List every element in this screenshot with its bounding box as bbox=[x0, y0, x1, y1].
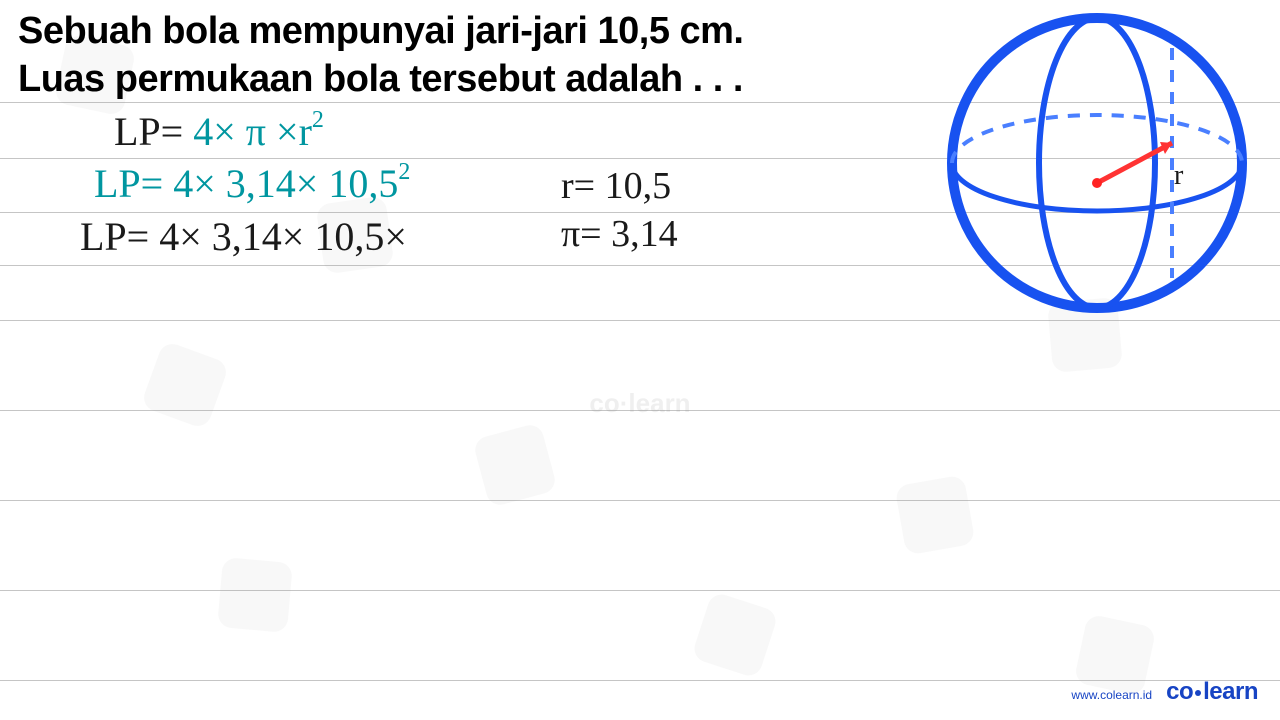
radius-label: r bbox=[1174, 160, 1184, 191]
work-l2: LP= 4× 3,14× 10,5 bbox=[94, 161, 398, 206]
work-line-2: LP= 4× 3,14× 10,52 bbox=[94, 160, 410, 207]
footer-url: www.colearn.id bbox=[1071, 688, 1152, 702]
center-watermark: co·learn bbox=[589, 388, 690, 419]
work-l1-sup: 2 bbox=[312, 107, 324, 133]
sphere-diagram: r bbox=[942, 8, 1252, 318]
given-pi: π= 3,14 bbox=[561, 212, 678, 256]
title-line-1: Sebuah bola mempunyai jari-jari 10,5 cm. bbox=[18, 8, 744, 56]
work-l1-lhs: LP= bbox=[114, 109, 183, 154]
title-line-2: Luas permukaan bola tersebut adalah . . … bbox=[18, 56, 744, 104]
work-line-3: LP= 4× 3,14× 10,5× bbox=[80, 213, 407, 260]
work-l2-sup: 2 bbox=[398, 159, 410, 185]
footer-logo: colearn bbox=[1166, 678, 1258, 706]
work-line-1: LP= 4× π ×r2 bbox=[114, 108, 324, 155]
work-l1-rhs: 4× π ×r bbox=[183, 109, 312, 154]
problem-title: Sebuah bola mempunyai jari-jari 10,5 cm.… bbox=[18, 8, 744, 103]
footer: www.colearn.id colearn bbox=[1071, 678, 1258, 706]
given-r: r= 10,5 bbox=[561, 164, 671, 208]
